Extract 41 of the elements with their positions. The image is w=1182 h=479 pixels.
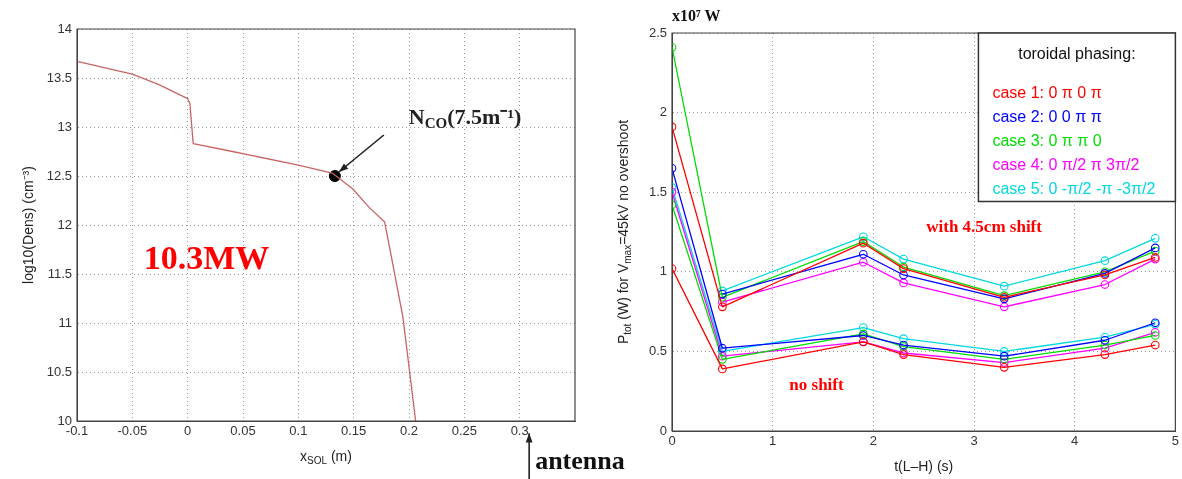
y-tick-label: 13.5 <box>46 69 72 85</box>
y-axis-title: log10(Dens) (cm⁻³) <box>19 166 36 284</box>
text: case 1: 0 π 0 π <box>992 83 1102 101</box>
x-tick-label: 4 <box>1071 433 1079 449</box>
text: antenna <box>535 445 625 475</box>
y-tick-label: 2.5 <box>648 24 667 40</box>
y-tick-label: 11 <box>58 314 72 330</box>
x-tick-label: 0.1 <box>289 423 308 439</box>
x-tick-label: 0.15 <box>341 423 367 439</box>
x-tick-label: 0 <box>184 423 192 439</box>
x-axis-title: t(L–H) (s) <box>894 457 954 474</box>
annotation: no shift <box>789 375 844 395</box>
x-tick-label: -0.05 <box>117 423 148 439</box>
text: case 3: 0 π π 0 <box>992 131 1102 149</box>
y-tick-label: 10.5 <box>46 363 72 379</box>
x-tick-label: 1 <box>769 433 777 449</box>
y-axis-title: Ptot (W) for Vmax=45kV no overshoot <box>614 119 633 345</box>
x-tick-label: 0.3 <box>510 423 529 439</box>
y-tick-label: 1.5 <box>648 183 667 199</box>
annotation: 10.3MW <box>143 239 270 277</box>
y-tick-label: 0.5 <box>648 342 667 358</box>
x-tick-label: 2 <box>869 433 877 449</box>
x-tick-label: 5 <box>1171 433 1179 449</box>
text: x10⁷ W <box>672 7 721 25</box>
x-tick-label: 0.25 <box>451 423 477 439</box>
y-tick-label: 14 <box>57 20 72 36</box>
y-tick-label: 10 <box>57 412 72 428</box>
x-tick-label: 3 <box>970 433 978 449</box>
x-tick-label: 0.2 <box>399 423 419 439</box>
text: case 4: 0 π/2 π 3π/2 <box>992 155 1140 173</box>
y-tick-label: 13 <box>57 118 72 134</box>
y-tick-label: 11.5 <box>47 265 72 281</box>
x-tick-label: 0.05 <box>230 423 256 439</box>
annotation: with 4.5cm shift <box>926 217 1043 237</box>
text: case 5: 0 -π/2 -π -3π/2 <box>992 179 1156 197</box>
y-tick-label: 1 <box>659 263 667 279</box>
y-tick-label: 12.5 <box>46 167 72 183</box>
text: case 2: 0 0 π π <box>992 107 1102 125</box>
y-tick-label: 2 <box>659 104 667 120</box>
legend-title: toroidal phasing: <box>1018 45 1136 63</box>
y-tick-label: 12 <box>57 216 72 232</box>
